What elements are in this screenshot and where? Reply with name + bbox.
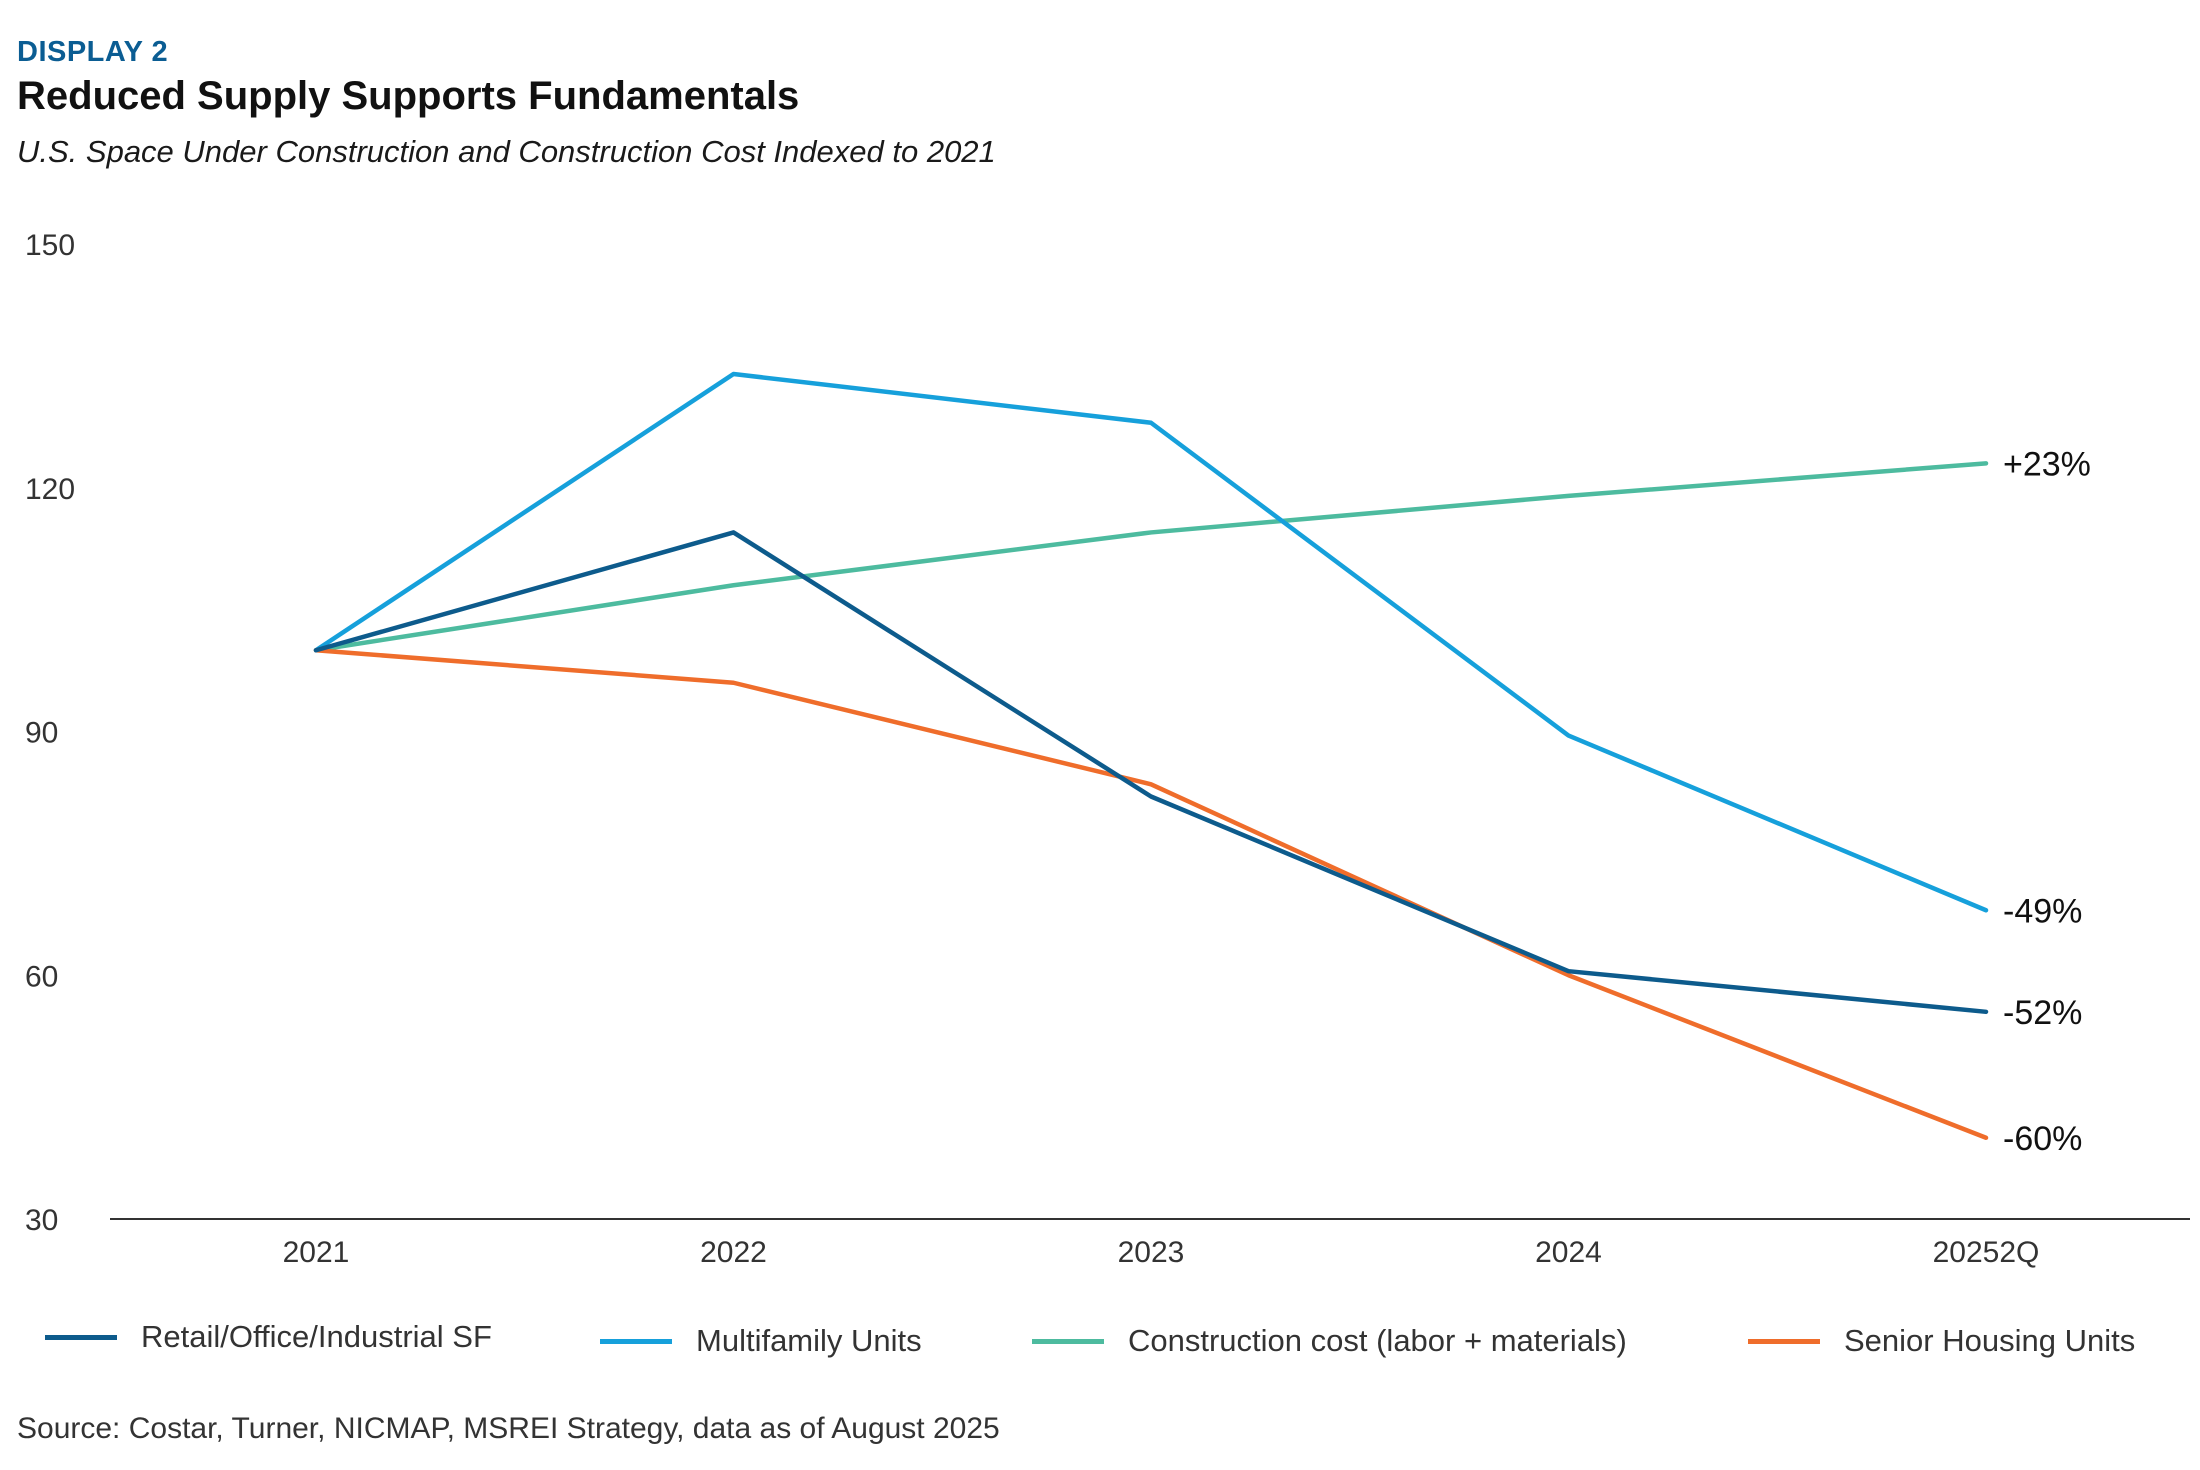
series-line-retail-office-industrial-sf (313, 530, 1989, 1015)
series-end-label: -52% (2003, 994, 2082, 1032)
legend-swatch-multifamily (600, 1338, 672, 1344)
chart-title: Reduced Supply Supports Fundamentals (17, 74, 800, 118)
y-tick-label: 150 (25, 229, 75, 262)
legend-item-retail-office-industrial: Retail/Office/Industrial SF (45, 1312, 492, 1362)
legend-item-senior-housing: Senior Housing Units (1748, 1316, 2135, 1366)
series-line-senior-housing-units (313, 648, 1989, 1140)
series-end-label: +23% (2003, 445, 2091, 483)
legend-item-multifamily: Multifamily Units (600, 1316, 922, 1366)
series-lines (313, 371, 1989, 1140)
line-chart: 150 120 90 60 30 2021 2022 2023 2024 20252Q -52%… (25, 229, 2190, 1269)
legend-label: Multifamily Units (696, 1323, 922, 1358)
x-tick-label: 20252Q (1933, 1236, 2040, 1269)
x-axis-ticks: 2021 2022 2023 2024 20252Q (283, 1236, 2040, 1269)
legend: Retail/Office/Industrial SF Multifamily … (0, 1310, 2200, 1370)
y-tick-label: 120 (25, 473, 75, 506)
series-line-construction-cost-labor-materials (313, 461, 1989, 653)
y-tick-label: 60 (25, 960, 58, 993)
y-tick-label: 90 (25, 717, 58, 750)
legend-swatch-retail-office-industrial (45, 1334, 117, 1340)
x-tick-label: 2024 (1535, 1236, 1602, 1269)
x-tick-label: 2022 (700, 1236, 767, 1269)
legend-label: Construction cost (labor + materials) (1128, 1323, 1627, 1358)
y-axis-ticks: 150 120 90 60 30 (25, 229, 75, 1237)
legend-item-construction-cost: Construction cost (labor + materials) (1032, 1316, 1627, 1366)
legend-label: Retail/Office/Industrial SF (141, 1319, 492, 1354)
y-tick-label: 30 (25, 1204, 58, 1237)
legend-swatch-senior-housing (1748, 1338, 1820, 1344)
x-tick-label: 2021 (283, 1236, 350, 1269)
legend-swatch-construction-cost (1032, 1338, 1104, 1344)
source-note: Source: Costar, Turner, NICMAP, MSREI St… (17, 1412, 1000, 1445)
series-line-multifamily-units (313, 371, 1989, 913)
x-tick-label: 2023 (1118, 1236, 1185, 1269)
series-end-label: -60% (2003, 1120, 2082, 1158)
chart-subtitle: U.S. Space Under Construction and Constr… (17, 134, 996, 169)
series-end-label: -49% (2003, 892, 2082, 930)
legend-label: Senior Housing Units (1844, 1323, 2136, 1358)
display-eyebrow: DISPLAY 2 (17, 36, 169, 68)
end-labels: -52% -49% +23% -60% (2003, 445, 2091, 1157)
